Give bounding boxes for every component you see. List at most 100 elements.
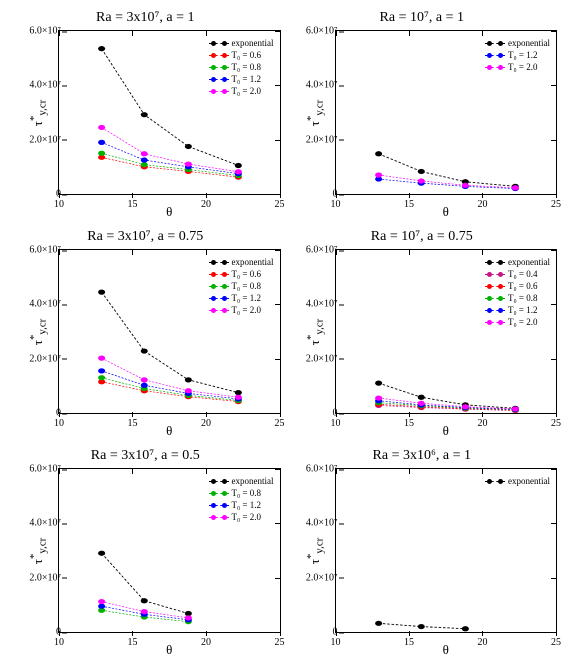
plot-wrapper: τ*y,crθ02.0×10⁷4.0×10⁷6.0×10⁷10152025exp…	[10, 30, 281, 223]
xtick: 15	[404, 637, 414, 648]
legend-item-T0_0.6: T₀ = 0.6	[209, 268, 274, 280]
series-marker-exponential	[235, 390, 242, 395]
series-marker-T0_1.2	[98, 368, 105, 373]
ytick: 2.0×10⁷	[11, 134, 61, 145]
legend-label: exponential	[508, 256, 550, 268]
series-marker-exponential	[417, 395, 424, 400]
legend-label: exponential	[232, 37, 274, 49]
plot-wrapper: τ*y,crθ02.0×10⁷4.0×10⁷6.0×10⁷10152025exp…	[287, 30, 558, 223]
legend-item-T0_0.4: T₀ = 0.4	[485, 268, 550, 280]
legend-item-T0_0.8: T₀ = 0.8	[209, 280, 274, 292]
ytick: 0	[11, 189, 61, 200]
series-marker-exponential	[185, 144, 192, 149]
series-line-T0_0.8	[102, 153, 239, 175]
series-marker-T0_2.0	[141, 377, 148, 382]
legend-item-T0_0.8: T₀ = 0.8	[209, 487, 274, 499]
panel-3: Ra = 10⁷, a = 0.75τ*y,crθ02.0×10⁷4.0×10⁷…	[287, 229, 558, 442]
ytick: 4.0×10⁷	[288, 80, 338, 91]
series-marker-T0_2.0	[98, 356, 105, 361]
legend-item-T0_1.2: T₀ = 1.2	[209, 292, 274, 304]
series-line-T0_2.0	[102, 127, 239, 171]
xtick: 20	[477, 637, 487, 648]
series-marker-exponential	[235, 163, 242, 168]
series-marker-exponential	[98, 46, 105, 51]
ytick: 6.0×10⁷	[11, 245, 61, 256]
legend-item-T0_0.8: T₀ = 0.8	[485, 292, 550, 304]
series-marker-T0_1.2	[141, 157, 148, 162]
series-line-T0_0.6	[102, 157, 239, 177]
ytick: 6.0×10⁷	[288, 245, 338, 256]
x-axis-label: θ	[166, 204, 172, 220]
xtick: 15	[404, 199, 414, 210]
plot-area: τ*y,crθ02.0×10⁷4.0×10⁷6.0×10⁷10152025exp…	[335, 249, 558, 414]
plot-wrapper: τ*y,crθ02.0×10⁷4.0×10⁷6.0×10⁷10152025exp…	[10, 249, 281, 442]
x-axis-label: θ	[166, 423, 172, 439]
xtick: 25	[275, 637, 285, 648]
panel-2: Ra = 3x10⁷, a = 0.75τ*y,crθ02.0×10⁷4.0×1…	[10, 229, 281, 442]
series-marker-T0_1.2	[141, 383, 148, 388]
x-axis-label: θ	[443, 642, 449, 658]
series-line-T0_2.0	[378, 398, 515, 409]
y-axis-label: τ*y,cr	[304, 318, 325, 345]
series-line-T0_1.2	[378, 179, 515, 189]
legend-label: T₀ = 1.2	[232, 292, 261, 304]
legend-item-T0_2.0: T₀ = 2.0	[485, 316, 550, 328]
legend: exponential	[485, 475, 550, 487]
legend-label: T₀ = 0.4	[508, 268, 537, 280]
legend-item-T0_0.8: T₀ = 0.8	[209, 61, 274, 73]
xtick: 25	[551, 199, 561, 210]
series-marker-T0_0.8	[141, 162, 148, 167]
panel-1: Ra = 10⁷, a = 1τ*y,crθ02.0×10⁷4.0×10⁷6.0…	[287, 10, 558, 223]
xtick: 25	[275, 199, 285, 210]
legend: exponentialT₀ = 0.6T₀ = 0.8T₀ = 1.2T₀ = …	[209, 37, 274, 97]
legend-label: T₀ = 2.0	[232, 304, 261, 316]
xtick: 20	[201, 199, 211, 210]
chart-grid: Ra = 3x10⁷, a = 1τ*y,crθ02.0×10⁷4.0×10⁷6…	[10, 10, 557, 637]
series-marker-T0_1.2	[98, 140, 105, 145]
legend-item-exponential: exponential	[485, 37, 550, 49]
ytick: 6.0×10⁷	[288, 26, 338, 37]
legend-label: T₀ = 0.8	[232, 280, 261, 292]
series-marker-T0_2.0	[417, 401, 424, 406]
xtick: 15	[127, 418, 137, 429]
legend-item-T0_2.0: T₀ = 2.0	[209, 304, 274, 316]
ytick: 0	[288, 408, 338, 419]
legend-label: T₀ = 2.0	[508, 61, 537, 73]
legend-item-exponential: exponential	[485, 475, 550, 487]
legend-label: T₀ = 0.6	[232, 268, 261, 280]
plot-wrapper: τ*y,crθ02.0×10⁷4.0×10⁷6.0×10⁷10152025exp…	[287, 468, 558, 661]
legend: exponentialT₀ = 1.2T₀ = 2.0	[485, 37, 550, 73]
series-line-exponential	[378, 154, 515, 187]
plot-wrapper: τ*y,crθ02.0×10⁷4.0×10⁷6.0×10⁷10152025exp…	[287, 249, 558, 442]
series-marker-T0_2.0	[375, 172, 382, 177]
series-marker-T0_2.0	[141, 609, 148, 614]
legend-label: T₀ = 2.0	[232, 85, 261, 97]
ytick: 6.0×10⁷	[288, 464, 338, 475]
legend-label: exponential	[508, 475, 550, 487]
plot-area: τ*y,crθ02.0×10⁷4.0×10⁷6.0×10⁷10152025exp…	[58, 468, 281, 633]
series-marker-exponential	[98, 290, 105, 295]
series-marker-T0_2.0	[185, 615, 192, 620]
legend: exponentialT₀ = 0.6T₀ = 0.8T₀ = 1.2T₀ = …	[209, 256, 274, 316]
legend-item-exponential: exponential	[209, 256, 274, 268]
legend-label: T₀ = 1.2	[508, 304, 537, 316]
y-axis-label: τ*y,cr	[304, 99, 325, 126]
x-axis-label: θ	[166, 642, 172, 658]
ytick: 6.0×10⁷	[11, 464, 61, 475]
series-marker-T0_2.0	[98, 125, 105, 130]
ytick: 0	[288, 189, 338, 200]
xtick: 10	[54, 199, 64, 210]
series-line-T0_0.6	[102, 382, 239, 402]
series-marker-T0_2.0	[235, 395, 242, 400]
xtick: 20	[201, 637, 211, 648]
ytick: 4.0×10⁷	[288, 299, 338, 310]
series-line-T0_0.8	[102, 378, 239, 401]
series-layer	[336, 469, 557, 632]
legend-item-exponential: exponential	[209, 475, 274, 487]
ytick: 0	[11, 408, 61, 419]
legend-label: T₀ = 0.8	[508, 292, 537, 304]
xtick: 10	[54, 418, 64, 429]
xtick: 20	[201, 418, 211, 429]
series-marker-T0_1.2	[98, 604, 105, 609]
panel-4: Ra = 3x10⁷, a = 0.5τ*y,crθ02.0×10⁷4.0×10…	[10, 448, 281, 661]
